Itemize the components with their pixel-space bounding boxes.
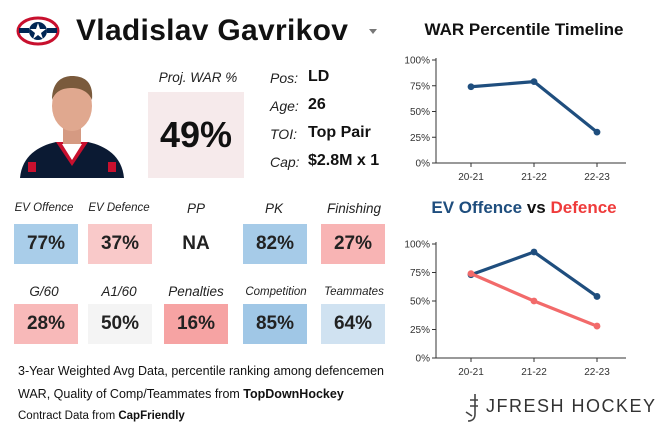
war-chart-series-0-point [593, 128, 601, 136]
pos-label: Pos: [270, 70, 299, 86]
war-chart-y-tick-label: 75% [410, 81, 430, 92]
player-name: Vladislav Gavrikov [76, 14, 349, 47]
war-chart-y-tick-label: 25% [410, 133, 430, 144]
stat-box-ev-offence: 77% [14, 224, 78, 264]
stat-label-competition: Competition [245, 286, 307, 298]
ev-chart-x-tick-label: 22-23 [584, 367, 610, 378]
proj-war-value: 49% [148, 92, 244, 178]
footer-source-capfriendly: CapFriendly [118, 410, 185, 422]
age-value: 26 [308, 96, 326, 113]
footer-line-1: 3-Year Weighted Avg Data, percentile ran… [18, 364, 384, 378]
jfresh-logo-icon [465, 394, 478, 422]
war-chart-x-tick-label: 20-21 [458, 172, 484, 183]
war-chart-series-0-point [530, 78, 538, 86]
toi-label: TOI: [270, 126, 297, 142]
brand-text: JFRESH HOCKEY [486, 396, 657, 416]
stat-box-pk: 82% [243, 224, 307, 264]
stat-box-teammates: 64% [321, 304, 385, 344]
pos-value: LD [308, 68, 330, 85]
stat-label-g60: G/60 [29, 284, 59, 299]
footer-line-2-text: WAR, Quality of Comp/Teammates from [18, 387, 244, 401]
ev-chart-y-tick-label: 0% [416, 354, 431, 365]
war-chart-y-tick-label: 50% [410, 107, 430, 118]
ev-offence-defence-chart: 0% 25% 50% 75% 100% 20-21 21-22 22-23 [404, 240, 626, 378]
chart-title-ev-offence-defence: EV Offence vs Defence [404, 198, 644, 218]
age-label: Age: [270, 98, 299, 114]
war-chart-y-tick-label: 100% [404, 56, 430, 67]
team-logo-icon [16, 16, 60, 46]
chart-title-vs: vs [526, 198, 546, 217]
war-chart-x-tick-label: 21-22 [521, 172, 547, 183]
stat-box-g60: 28% [14, 304, 78, 344]
ev-chart-series-0-line [470, 250, 598, 298]
stat-box-pp: NA [164, 224, 228, 264]
war-percentile-chart: 0% 25% 50% 75% 100% 20-21 21-22 22-23 [404, 56, 626, 183]
war-chart-series-0-point [467, 83, 475, 91]
chevron-down-icon[interactable] [366, 26, 380, 36]
chart-title-war-timeline: WAR Percentile Timeline [424, 20, 624, 39]
footer-source-topdownhockey: TopDownHockey [243, 387, 344, 401]
war-chart-x-tick-label: 22-23 [584, 172, 610, 183]
toi-value: Top Pair [308, 124, 371, 141]
war-chart-y-tick-label: 0% [416, 159, 431, 170]
ev-chart-x-tick-label: 20-21 [458, 367, 484, 378]
cap-value: $2.8M x 1 [308, 152, 380, 169]
stat-label-penalties: Penalties [168, 284, 224, 299]
cap-label: Cap: [270, 154, 300, 170]
stat-label-ev-offence: EV Offence [14, 202, 74, 214]
ev-chart-y-tick-label: 100% [404, 240, 430, 251]
stat-label-pp: PP [186, 201, 205, 216]
stat-box-finishing: 27% [321, 224, 385, 264]
proj-war-label: Proj. WAR % [158, 70, 238, 85]
player-headshot [16, 66, 128, 178]
ev-chart-y-tick-label: 75% [410, 268, 430, 279]
ev-chart-x-tick-label: 21-22 [521, 367, 547, 378]
stat-label-teammates: Teammates [324, 286, 384, 298]
ev-chart-y-tick-label: 50% [410, 297, 430, 308]
ev-chart-y-tick-label: 25% [410, 325, 430, 336]
stat-box-penalties: 16% [164, 304, 228, 344]
war-chart-series-0-line [470, 80, 599, 134]
stat-box-competition: 85% [243, 304, 307, 344]
chart-title-offence: EV Offence [431, 198, 523, 217]
ev-chart-series-0-point [593, 293, 601, 300]
footer-line-3: Contract Data from CapFriendly [18, 410, 185, 422]
footer-line-3-text: Contract Data from [18, 410, 119, 422]
stat-box-a160: 50% [88, 304, 152, 344]
ev-chart-series-1-point [593, 322, 601, 330]
footer-line-2: WAR, Quality of Comp/Teammates from TopD… [18, 387, 344, 401]
stat-label-finishing: Finishing [326, 201, 382, 216]
stat-label-ev-defence: EV Defence [88, 202, 150, 214]
stat-label-a160: A1/60 [101, 284, 137, 299]
stat-box-ev-defence: 37% [88, 224, 152, 264]
chart-title-defence: Defence [550, 198, 617, 217]
ev-chart-series-1-point [530, 297, 538, 305]
stat-label-pk: PK [264, 201, 283, 216]
ev-chart-series-0-point [530, 248, 538, 256]
ev-chart-series-1-point [467, 270, 475, 278]
